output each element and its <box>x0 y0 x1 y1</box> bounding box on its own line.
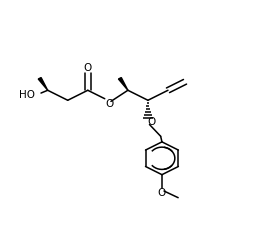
Text: O: O <box>158 188 166 198</box>
Text: O: O <box>147 117 155 127</box>
Text: O: O <box>84 63 92 73</box>
Text: HO: HO <box>19 90 35 100</box>
Polygon shape <box>118 78 128 90</box>
Polygon shape <box>38 78 48 90</box>
Text: O: O <box>105 99 113 109</box>
